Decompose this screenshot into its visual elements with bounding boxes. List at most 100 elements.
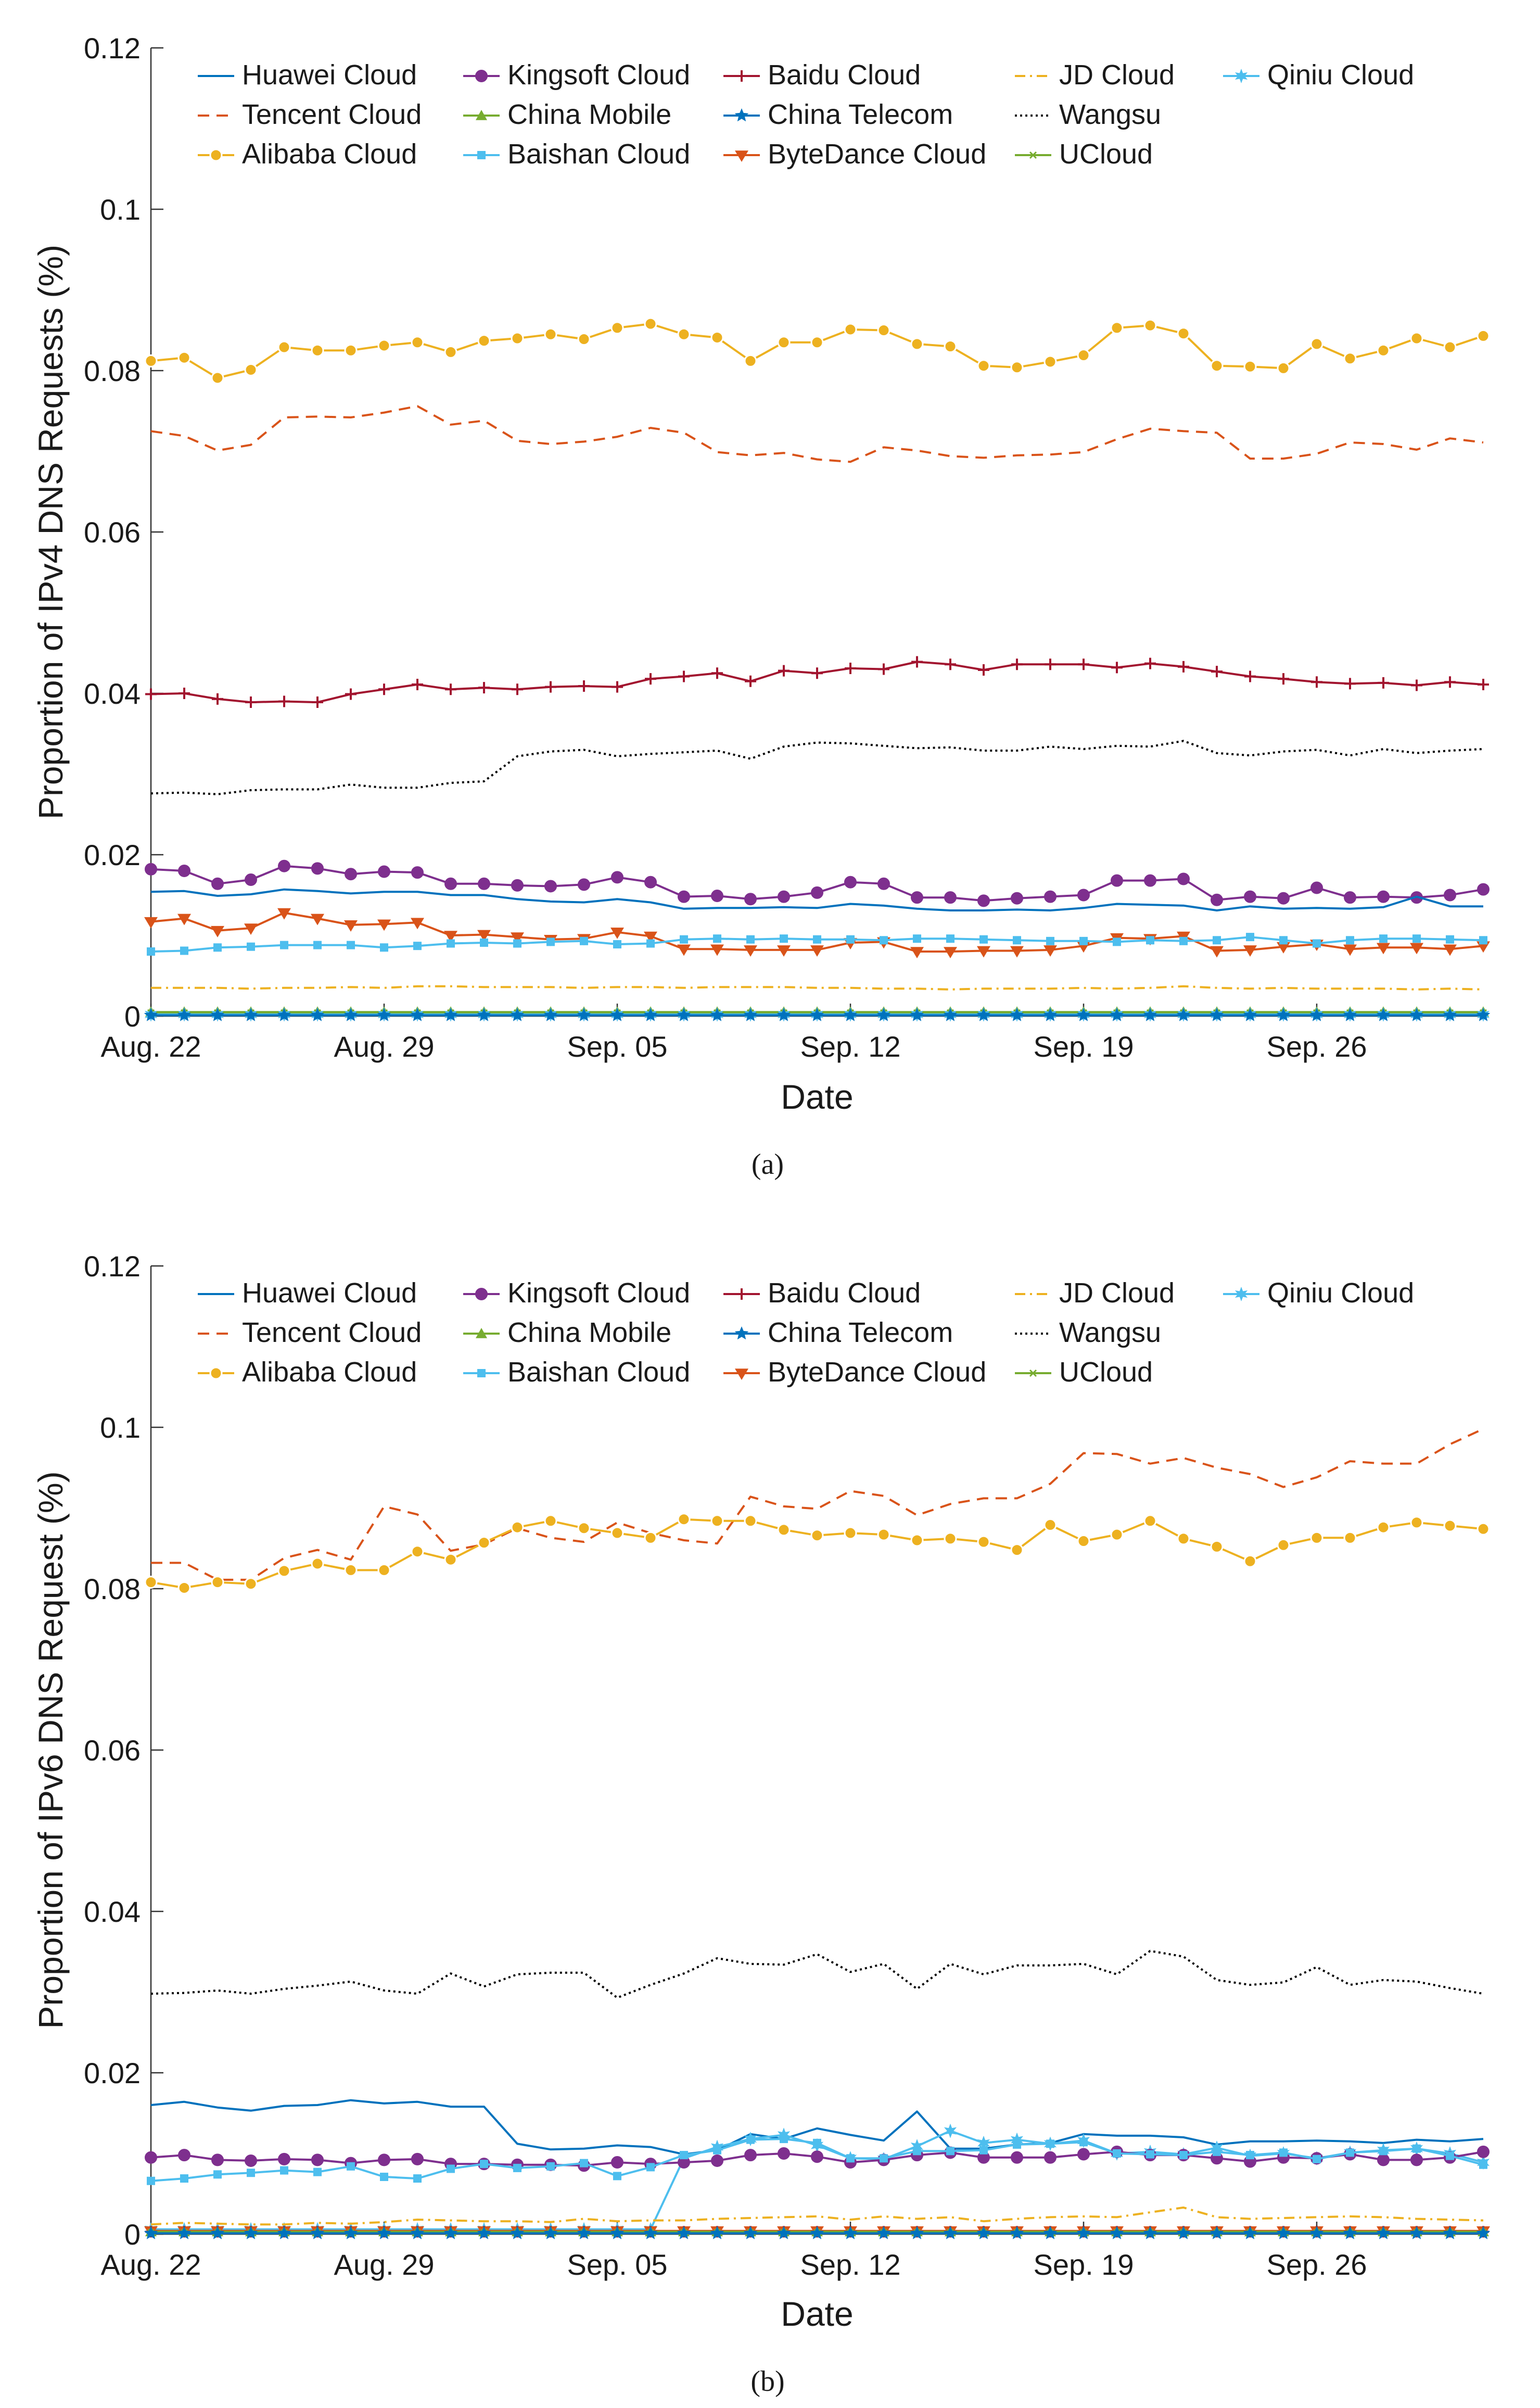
- data-point-baishan-cloud: [147, 2176, 155, 2185]
- y-tick-label: 0.08: [84, 354, 141, 387]
- data-point-alibaba-cloud: [877, 324, 890, 337]
- x-tick-label: Sep. 26: [1266, 2248, 1367, 2281]
- data-point-china-telecom: [1043, 1008, 1058, 1021]
- data-point-alibaba-cloud: [944, 1532, 957, 1545]
- legend-item-qiniu-cloud: Qiniu Cloud: [1223, 1277, 1414, 1309]
- data-point-kingsoft-cloud: [1477, 2145, 1490, 2158]
- data-point-alibaba-cloud: [1277, 1538, 1290, 1552]
- data-point-baishan-cloud: [880, 936, 888, 945]
- data-point-china-telecom: [144, 2226, 158, 2239]
- legend-label: ByteDance Cloud: [768, 138, 986, 170]
- data-point-china-telecom: [677, 2226, 691, 2239]
- data-point-bytedance-cloud: [1010, 946, 1024, 958]
- data-point-baishan-cloud: [213, 943, 222, 952]
- data-point-bytedance-cloud: [444, 931, 457, 942]
- data-point-china-telecom: [577, 2226, 591, 2239]
- data-point-baishan-cloud: [913, 934, 921, 943]
- data-point-china-telecom: [1143, 1008, 1157, 1021]
- data-point-baishan-cloud: [147, 947, 155, 956]
- series-tencent-cloud: [150, 405, 1484, 463]
- data-point-china-telecom: [1409, 1008, 1424, 1021]
- data-point-bytedance-cloud: [1210, 946, 1224, 958]
- data-point-qiniu-cloud: [910, 2139, 924, 2154]
- data-point-qiniu-cloud: [944, 2123, 957, 2138]
- data-point-alibaba-cloud: [1410, 332, 1423, 345]
- data-point-alibaba-cloud: [1043, 1518, 1057, 1532]
- data-point-baishan-cloud: [447, 939, 455, 948]
- data-point-baishan-cloud: [347, 941, 355, 949]
- data-point-alibaba-cloud: [344, 1563, 358, 1577]
- data-point-baishan-cloud: [580, 2159, 588, 2168]
- legend-label: Huawei Cloud: [242, 59, 417, 91]
- x-tick-label: Sep. 26: [1266, 1030, 1367, 1063]
- legend-item-china-mobile: China Mobile: [463, 1317, 671, 1348]
- legend-label: Qiniu Cloud: [1267, 1277, 1414, 1309]
- data-point-bytedance-cloud: [344, 920, 358, 932]
- data-point-alibaba-cloud: [244, 363, 258, 376]
- data-point-kingsoft-cloud: [1044, 890, 1057, 903]
- series-jd-cloud: [150, 2206, 1484, 2226]
- data-point-china-telecom: [144, 1008, 158, 1021]
- data-point-baidu-cloud: [645, 673, 656, 685]
- data-point-china-telecom: [610, 1008, 625, 1021]
- data-point-kingsoft-cloud: [811, 886, 823, 899]
- series-line-jd-cloud: [150, 2206, 1484, 2226]
- legend-marker: [1234, 1287, 1248, 1301]
- data-point-china-telecom: [876, 2226, 891, 2239]
- legend-marker: [734, 1326, 749, 1340]
- data-point-kingsoft-cloud: [1444, 889, 1456, 902]
- data-point-kingsoft-cloud: [1077, 889, 1090, 902]
- data-point-alibaba-cloud: [544, 1514, 557, 1528]
- series-line-jd-cloud: [151, 985, 1484, 991]
- y-tick-label: 0: [124, 2218, 141, 2251]
- data-point-baishan-cloud: [780, 934, 788, 943]
- x-tick-label: Aug. 22: [100, 2248, 201, 2281]
- data-point-china-telecom: [777, 2226, 791, 2239]
- data-point-alibaba-cloud: [144, 354, 158, 367]
- data-point-baishan-cloud: [846, 935, 855, 944]
- data-point-baishan-cloud: [180, 946, 188, 955]
- data-point-kingsoft-cloud: [1244, 890, 1256, 903]
- series-china-telecom: [144, 1008, 1491, 1021]
- data-point-baishan-cloud: [680, 935, 688, 944]
- x-tick-label: Sep. 12: [800, 1030, 900, 1063]
- data-point-baishan-cloud: [1479, 936, 1487, 945]
- data-point-bytedance-cloud: [1043, 945, 1057, 957]
- data-point-baishan-cloud: [1013, 2140, 1021, 2149]
- data-point-china-telecom: [1476, 2226, 1491, 2239]
- legend-item-ucloud: UCloud: [1015, 1357, 1153, 1388]
- data-point-kingsoft-cloud: [1211, 893, 1223, 906]
- x-tick-label: Sep. 19: [1033, 2248, 1134, 2281]
- data-point-kingsoft-cloud: [1410, 2153, 1423, 2166]
- data-point-kingsoft-cloud: [1344, 891, 1356, 904]
- axes-layer: 0 0.02 0.04 0.06 0.08 0.1 0.12 Aug. 22 Aug. 29 Se…: [84, 32, 1483, 1063]
- data-point-china-telecom: [1210, 2226, 1224, 2239]
- data-point-baidu-cloud: [945, 658, 956, 670]
- data-point-alibaba-cloud: [311, 1557, 324, 1570]
- data-point-bytedance-cloud: [477, 930, 491, 942]
- data-point-china-telecom: [343, 2226, 358, 2239]
- data-point-kingsoft-cloud: [744, 2149, 757, 2162]
- plot-area-background: [151, 1266, 1483, 2234]
- data-point-baishan-cloud: [447, 2164, 455, 2173]
- legend-item-china-telecom: China Telecom: [723, 99, 953, 130]
- data-point-baidu-cloud: [612, 681, 623, 693]
- data-point-baishan-cloud: [813, 2138, 821, 2147]
- data-point-china-telecom: [1143, 2226, 1157, 2239]
- data-point-china-telecom: [410, 2226, 425, 2239]
- data-point-baishan-cloud: [1079, 936, 1088, 945]
- series-layer: [144, 317, 1491, 1022]
- data-point-china-telecom: [244, 1008, 258, 1021]
- data-point-baishan-cloud: [1246, 933, 1254, 942]
- data-point-baidu-cloud: [545, 681, 556, 693]
- data-point-baishan-cloud: [1346, 2148, 1354, 2157]
- y-tick-label: 0: [124, 1000, 141, 1033]
- data-point-china-telecom: [710, 1008, 724, 1021]
- data-point-baishan-cloud: [1379, 934, 1388, 943]
- data-point-alibaba-cloud: [1043, 355, 1057, 369]
- data-point-baishan-cloud: [646, 2163, 655, 2172]
- data-point-alibaba-cloud: [544, 327, 557, 341]
- data-point-china-telecom: [843, 1008, 858, 1021]
- data-point-china-telecom: [910, 1008, 924, 1021]
- data-point-baidu-cloud: [1144, 657, 1156, 669]
